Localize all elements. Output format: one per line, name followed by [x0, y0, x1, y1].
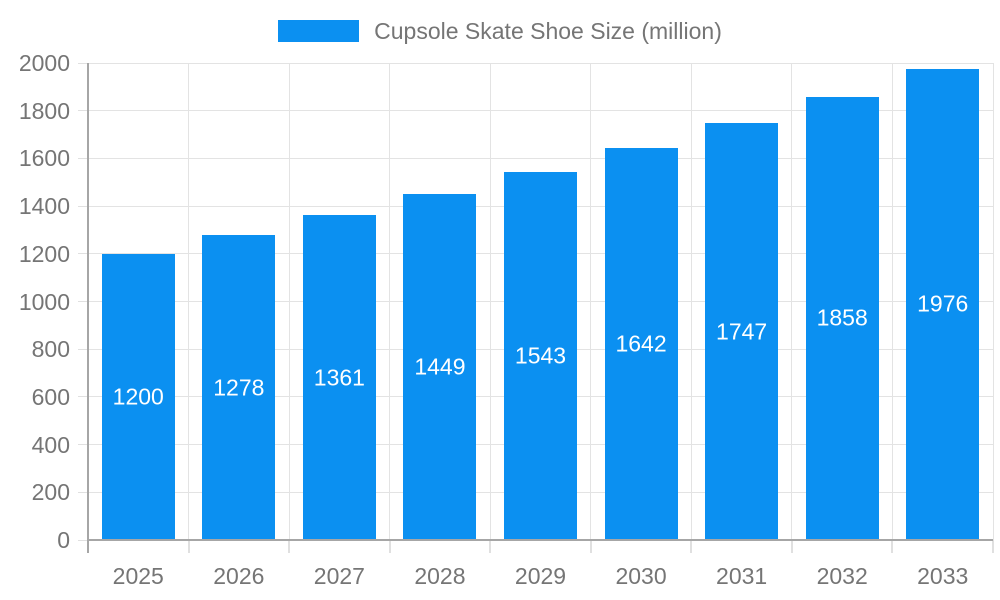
bar[interactable]: 1200: [101, 253, 175, 540]
bar[interactable]: 1747: [705, 123, 779, 540]
bar-value-label: 1449: [414, 353, 466, 380]
y-axis-tick: [78, 253, 88, 255]
bar-value-label: 1200: [112, 383, 164, 410]
x-axis-tick-label: 2033: [917, 563, 969, 589]
y-axis-tick: [78, 301, 88, 302]
y-axis-tick-label: 600: [31, 383, 70, 410]
gridline-vertical: [690, 63, 692, 540]
gridline-horizontal: [88, 110, 993, 112]
legend-label: Cupsole Skate Shoe Size (million): [374, 17, 722, 44]
x-axis-tick-label: 2027: [313, 563, 365, 589]
bar-value-label: 1361: [313, 364, 365, 391]
legend-swatch: [278, 20, 360, 42]
x-axis-tick-label: 2030: [615, 563, 667, 589]
x-axis-tick: [388, 540, 391, 553]
bar[interactable]: 1361: [302, 215, 376, 540]
y-axis-tick: [78, 110, 88, 112]
x-axis-tick: [187, 540, 190, 553]
x-axis-line: [87, 539, 993, 541]
bar-value-label: 1543: [514, 342, 567, 369]
y-axis-tick: [78, 396, 88, 398]
bar[interactable]: 1278: [202, 235, 276, 540]
y-axis-tick: [78, 157, 88, 159]
bar[interactable]: 1543: [504, 171, 577, 540]
y-axis-tick: [78, 348, 88, 350]
bar[interactable]: 1449: [403, 194, 477, 540]
x-axis-tick-label: 2032: [816, 563, 868, 589]
x-axis-tick-label: 2025: [112, 563, 164, 589]
y-axis-tick-label: 1000: [18, 288, 70, 315]
gridline-horizontal: [88, 62, 993, 64]
y-axis-tick-label: 1600: [18, 145, 70, 172]
bar-value-label: 1858: [816, 304, 868, 331]
bar-value-label: 1278: [213, 374, 265, 401]
y-axis-tick-label: 1800: [18, 97, 70, 124]
y-axis-tick-label: 400: [31, 431, 70, 458]
y-axis-tick-label: 0: [57, 527, 70, 553]
y-axis-tick-label: 800: [31, 336, 70, 363]
bar[interactable]: 1976: [906, 68, 980, 540]
y-axis-tick-label: 1400: [18, 193, 70, 220]
x-axis-tick: [891, 540, 894, 553]
legend[interactable]: Cupsole Skate Shoe Size (million): [0, 15, 1000, 47]
plot-area: 0 200 400 600 800 1000 1200 1400 1600 1800 2000 120…: [19, 50, 994, 589]
y-axis-tick: [78, 491, 88, 493]
x-axis-tick: [489, 540, 492, 553]
bar[interactable]: 1642: [604, 148, 678, 540]
x-axis-tick: [790, 540, 793, 553]
gridline-vertical: [992, 63, 994, 540]
x-axis-tick: [992, 540, 994, 553]
y-axis-tick-label: 2000: [18, 50, 70, 76]
x-axis-tick-label: 2029: [514, 563, 567, 589]
x-axis-tick-label: 2028: [414, 563, 466, 589]
bar[interactable]: 1858: [805, 96, 879, 540]
x-axis-tick-label: 2031: [716, 563, 768, 589]
gridline-horizontal: [88, 157, 993, 159]
x-axis-tick: [690, 540, 693, 553]
y-axis-tick: [78, 444, 88, 446]
y-axis-line: [87, 63, 89, 553]
x-axis-tick-label: 2026: [213, 563, 265, 589]
bar-value-label: 1747: [716, 318, 768, 345]
gridline-vertical: [590, 63, 592, 540]
bar-value-label: 1642: [615, 330, 667, 357]
bar-value-label: 1976: [917, 290, 969, 317]
gridline-vertical: [489, 63, 491, 540]
gridline-vertical: [188, 63, 190, 540]
y-axis-tick: [78, 62, 88, 64]
y-axis-tick-label: 200: [31, 479, 70, 506]
gridline-vertical: [791, 63, 793, 540]
y-axis-tick: [78, 205, 88, 207]
y-axis-tick-label: 1200: [18, 240, 70, 267]
gridline-vertical: [891, 63, 893, 540]
x-axis-tick: [589, 540, 592, 553]
gridline-vertical: [389, 63, 391, 540]
x-axis-tick: [288, 540, 291, 553]
gridline-vertical: [288, 63, 290, 540]
y-axis-tick: [78, 539, 88, 541]
